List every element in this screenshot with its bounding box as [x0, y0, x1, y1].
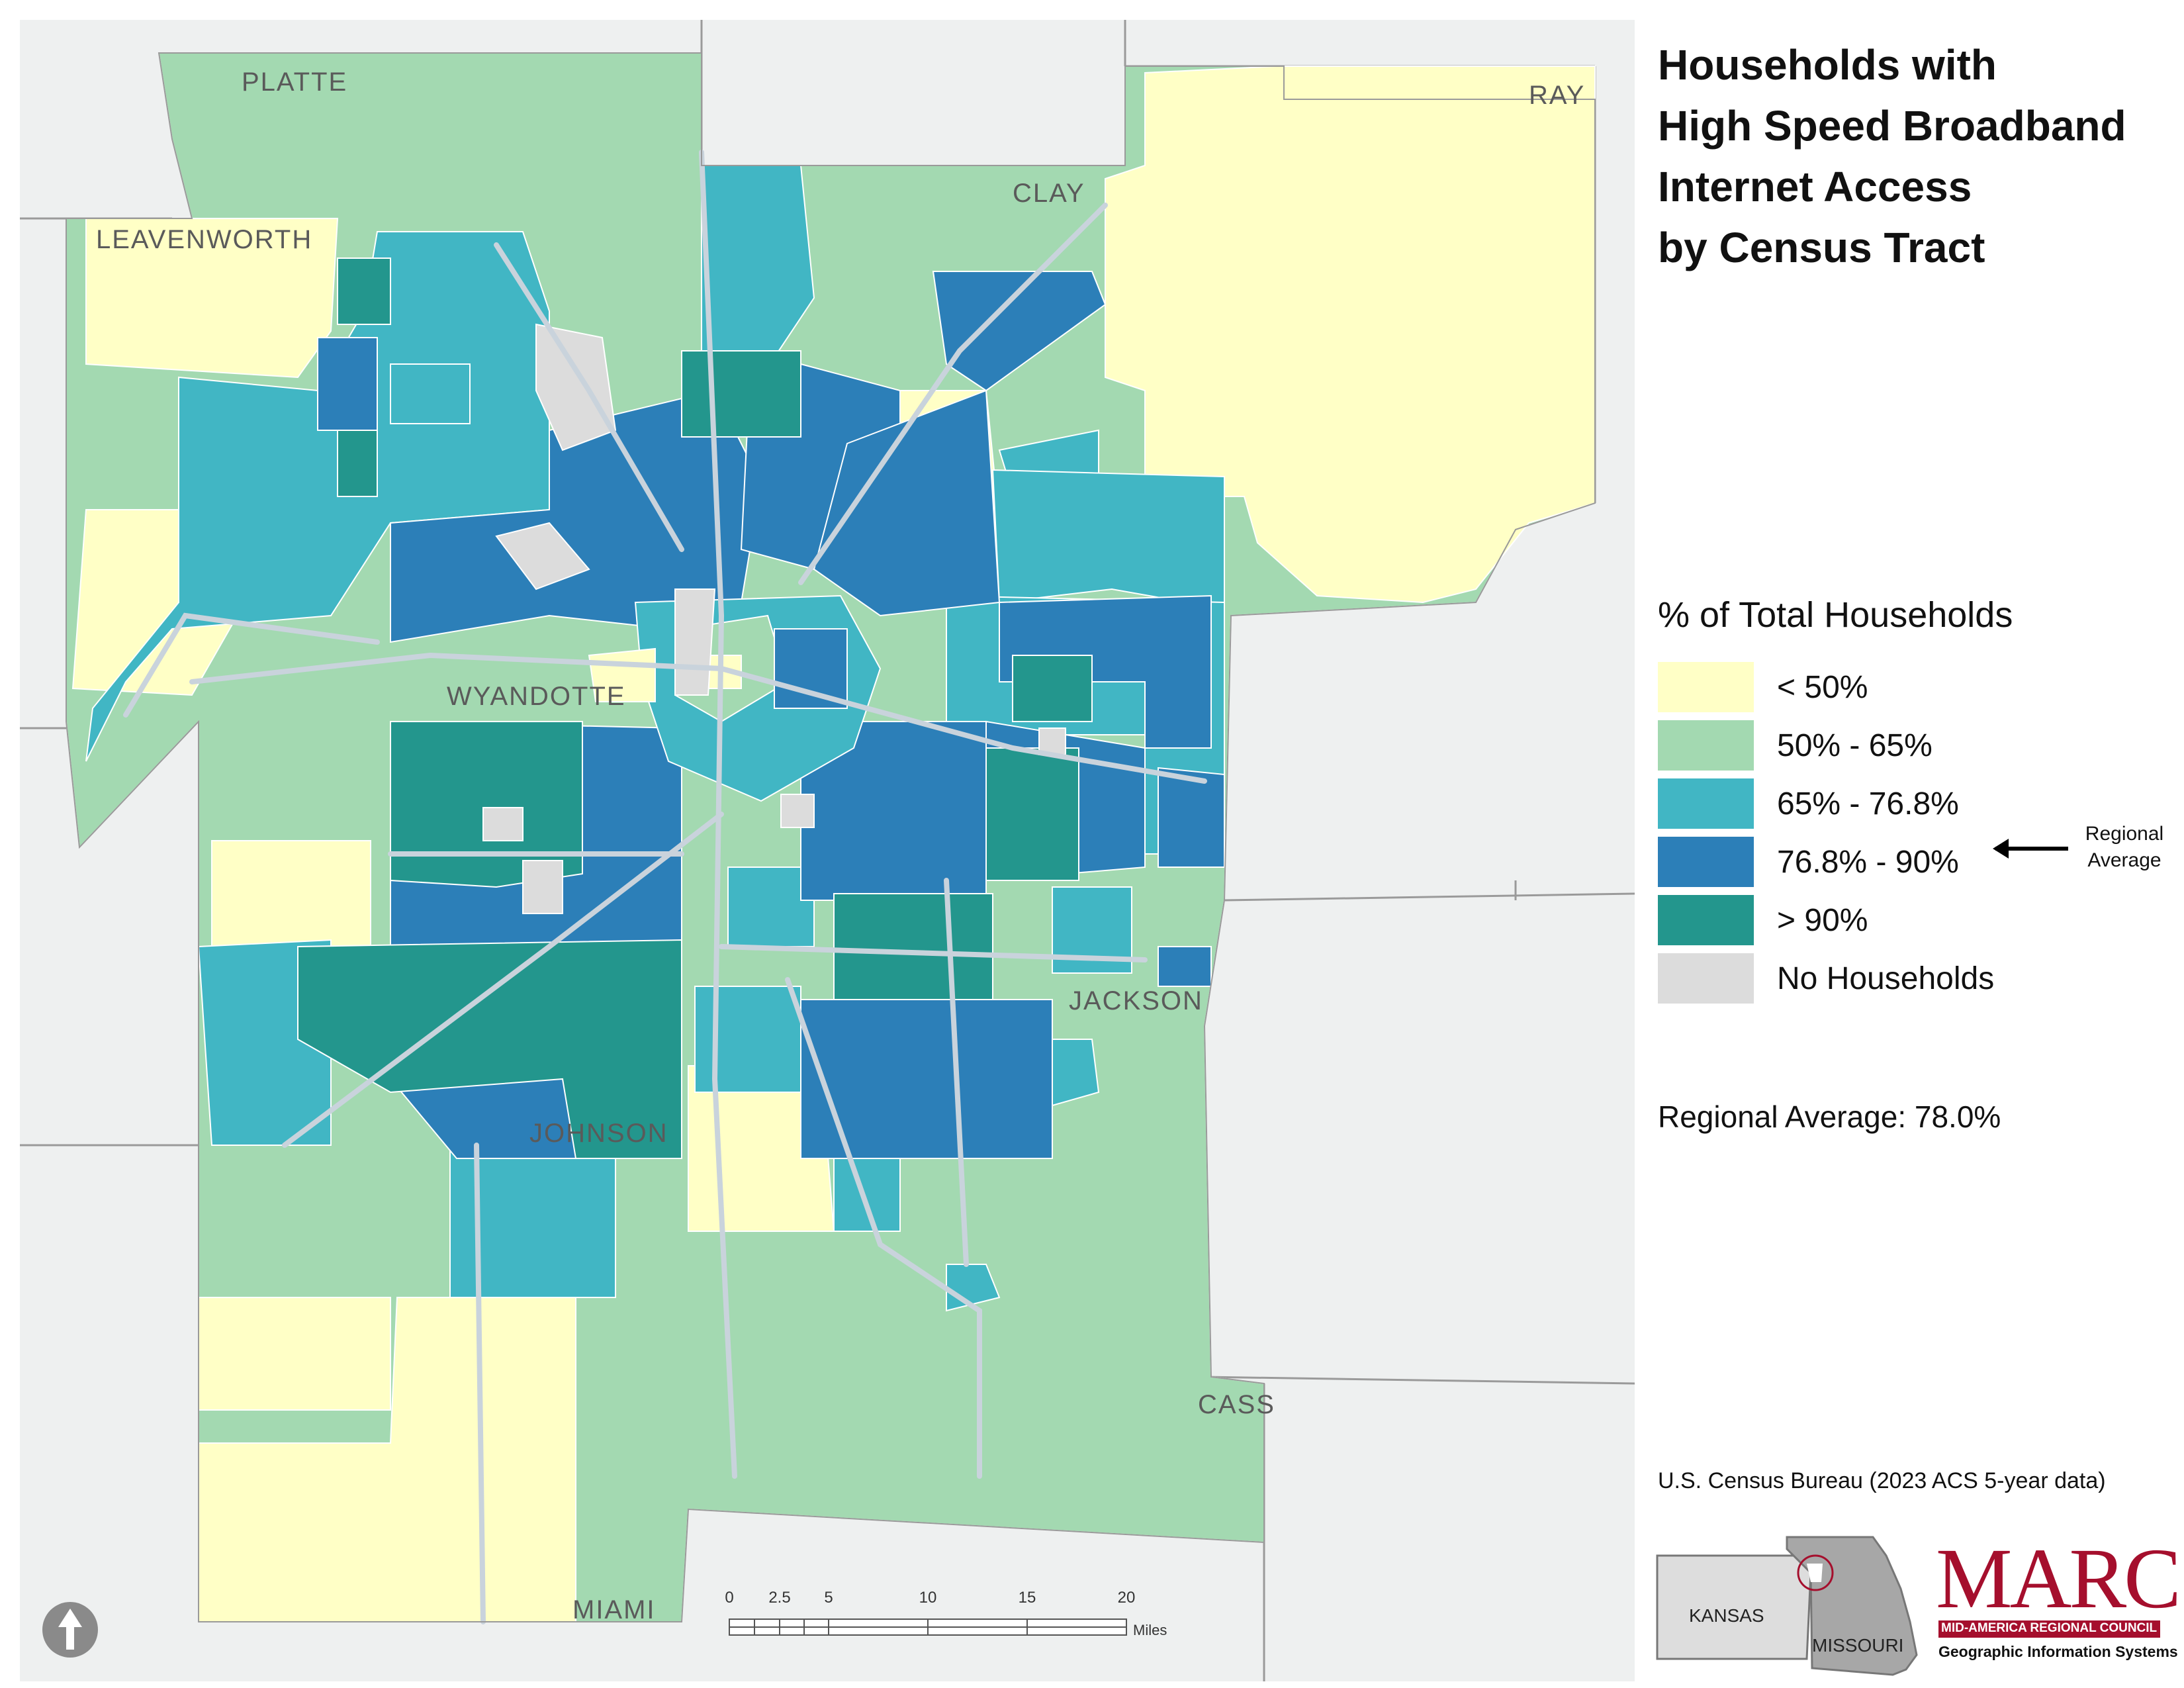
inset-label-missouri: MISSOURI: [1812, 1635, 1903, 1656]
regional-average: Regional Average: 78.0%: [1658, 1100, 2001, 1134]
region-marker-icon: [1797, 1554, 1834, 1591]
county-label-wyandotte: WYANDOTTE: [447, 682, 626, 711]
county-label-miami: MIAMI: [572, 1595, 656, 1624]
county-label-clay: CLAY: [1013, 179, 1085, 208]
map-title: Households with High Speed Broadband Int…: [1658, 34, 2161, 278]
legend-item-no-households: No Households: [1658, 953, 1994, 1004]
legend-label: 50% - 65%: [1777, 727, 1933, 763]
legend-item-77-90: 76.8% - 90%: [1658, 837, 1959, 887]
legend-label: < 50%: [1777, 669, 1868, 705]
marc-logo: MARC MID-AMERICA REGIONAL COUNCIL Geogra…: [1936, 1536, 2181, 1668]
regional-marker-text: Regional Average: [2078, 821, 2171, 874]
marc-logo-gis: Geographic Information Systems: [1938, 1643, 2178, 1660]
legend-item-over-90: > 90%: [1658, 895, 1868, 945]
legend-swatch: [1658, 837, 1754, 887]
legend-label: > 90%: [1777, 902, 1868, 938]
inset-label-kansas: KANSAS: [1689, 1605, 1764, 1626]
legend-swatch: [1658, 662, 1754, 712]
county-label-ray: RAY: [1529, 81, 1586, 110]
legend-label: 65% - 76.8%: [1777, 786, 1959, 821]
county-label-johnson: JOHNSON: [529, 1119, 668, 1148]
region-highlight: [1807, 1564, 1823, 1582]
legend-label: 76.8% - 90%: [1777, 844, 1959, 880]
data-source: U.S. Census Bureau (2023 ACS 5-year data…: [1658, 1468, 2106, 1493]
marc-logo-bar: [1938, 1620, 2160, 1638]
tracts-65-77: [85, 165, 1225, 1312]
arrow-line: [1995, 847, 2068, 851]
title-line-3: Internet Access: [1658, 163, 1972, 211]
county-label-platte: PLATTE: [242, 68, 348, 97]
scale-tick-2-5: 2.5: [768, 1589, 791, 1607]
title-line-4: by Census Tract: [1658, 224, 1985, 271]
legend-item-65-77: 65% - 76.8%: [1658, 778, 1959, 829]
regional-average-marker: Regional Average: [1993, 821, 2167, 874]
title-line-2: High Speed Broadband: [1658, 102, 2126, 150]
scale-tick-10: 10: [919, 1589, 937, 1607]
legend-swatch: [1658, 895, 1754, 945]
county-label-leavenworth: LEAVENWORTH: [96, 225, 313, 254]
highways: [123, 150, 1207, 1624]
legend-swatch: [1658, 953, 1754, 1004]
scale-bar: 0 2.5 5 10 15 20 Miles: [721, 1589, 1198, 1648]
legend-heading: % of Total Households: [1658, 595, 2013, 635]
choropleth-map[interactable]: PLATTE CLAY RAY LEAVENWORTH WYANDOTTE JA…: [20, 20, 1635, 1681]
legend-label: No Households: [1777, 961, 1995, 996]
scale-tick-0: 0: [725, 1589, 734, 1607]
kansas-shape: [1656, 1554, 1812, 1660]
title-line-1: Households with: [1658, 41, 1997, 89]
state-inset-map: KANSAS MISSOURI: [1655, 1529, 1919, 1681]
regional-marker-line-1: Regional: [2085, 823, 2164, 845]
study-area-outline: [66, 52, 1596, 1622]
scale-units: Miles: [1133, 1622, 1167, 1638]
scale-tick-15: 15: [1018, 1589, 1036, 1607]
north-arrow-icon: [41, 1601, 99, 1659]
scale-bar-graphic: [729, 1618, 1127, 1636]
regional-marker-line-2: Average: [2087, 849, 2161, 871]
legend-swatch: [1658, 720, 1754, 771]
legend-item-under-50: < 50%: [1658, 662, 1868, 712]
scale-tick-20: 20: [1117, 1589, 1136, 1607]
no-households-areas: [482, 323, 1066, 914]
tracts-over-90: [297, 258, 1093, 1159]
tracts-under-50: [71, 66, 1596, 1622]
county-label-cass: CASS: [1198, 1390, 1275, 1419]
legend-item-50-65: 50% - 65%: [1658, 720, 1933, 771]
marc-logo-text: MARC: [1936, 1531, 2181, 1626]
county-label-jackson: JACKSON: [1069, 986, 1203, 1015]
marc-logo-subtitle: MID-AMERICA REGIONAL COUNCIL: [1941, 1621, 2158, 1635]
legend-swatch: [1658, 778, 1754, 829]
scale-tick-5: 5: [824, 1589, 833, 1607]
